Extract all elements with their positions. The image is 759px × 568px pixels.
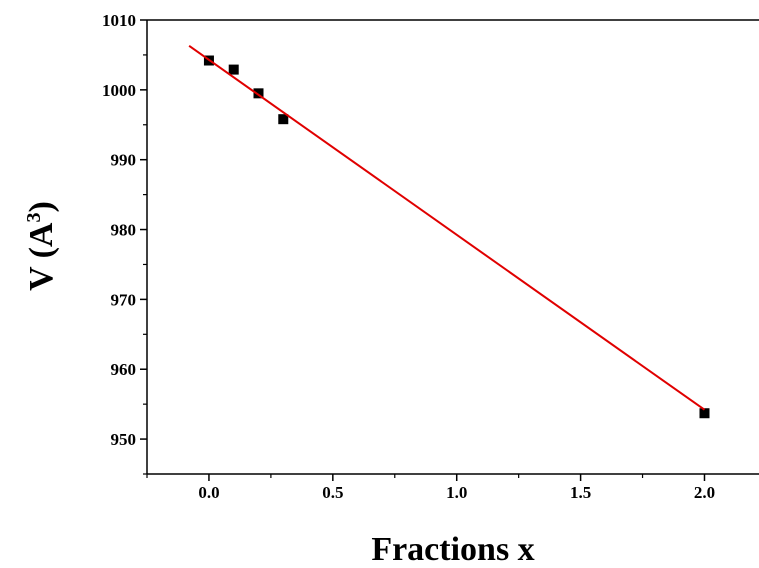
plot-frame <box>146 19 759 475</box>
y-axis-title-main: V (A <box>23 222 60 291</box>
data-point <box>253 88 264 99</box>
y-axis-title: V (A3) <box>23 201 60 291</box>
x-tick-label: 1.5 <box>570 483 591 502</box>
y-axis: 950 960 970 980 990 1000 1010 <box>102 11 147 475</box>
y-axis-title-close: ) <box>23 201 60 212</box>
x-tick-label: 0.5 <box>322 483 343 502</box>
x-axis-title: Fractions x <box>371 531 534 568</box>
y-axis-title-superscript: 3 <box>23 213 45 223</box>
y-tick-label: 1000 <box>102 81 136 100</box>
y-tick-label: 980 <box>111 221 137 240</box>
y-tick-label: 960 <box>111 360 137 379</box>
fit-line <box>188 45 706 411</box>
x-tick-label: 2.0 <box>694 483 715 502</box>
x-tick-label: 0.0 <box>198 483 219 502</box>
x-tick-label: 1.0 <box>446 483 467 502</box>
data-point <box>278 114 289 125</box>
x-axis: 0.0 0.5 1.0 1.5 2.0 <box>146 474 715 502</box>
y-tick-label: 1010 <box>102 11 136 30</box>
y-tick-label: 950 <box>111 430 137 449</box>
y-tick-label: 990 <box>111 151 137 170</box>
data-point <box>699 408 710 419</box>
y-tick-label: 970 <box>111 290 137 309</box>
data-point <box>228 64 239 75</box>
series-layer <box>188 45 710 419</box>
